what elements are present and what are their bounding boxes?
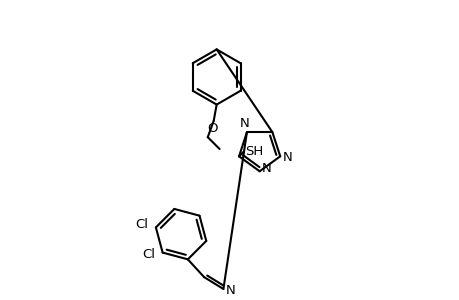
Text: Cl: Cl	[142, 248, 155, 261]
Text: N: N	[282, 151, 292, 164]
Text: Cl: Cl	[135, 218, 148, 231]
Text: N: N	[225, 284, 235, 297]
Text: O: O	[207, 122, 217, 135]
Text: N: N	[239, 117, 249, 130]
Text: N: N	[262, 162, 271, 176]
Text: SH: SH	[245, 146, 263, 158]
